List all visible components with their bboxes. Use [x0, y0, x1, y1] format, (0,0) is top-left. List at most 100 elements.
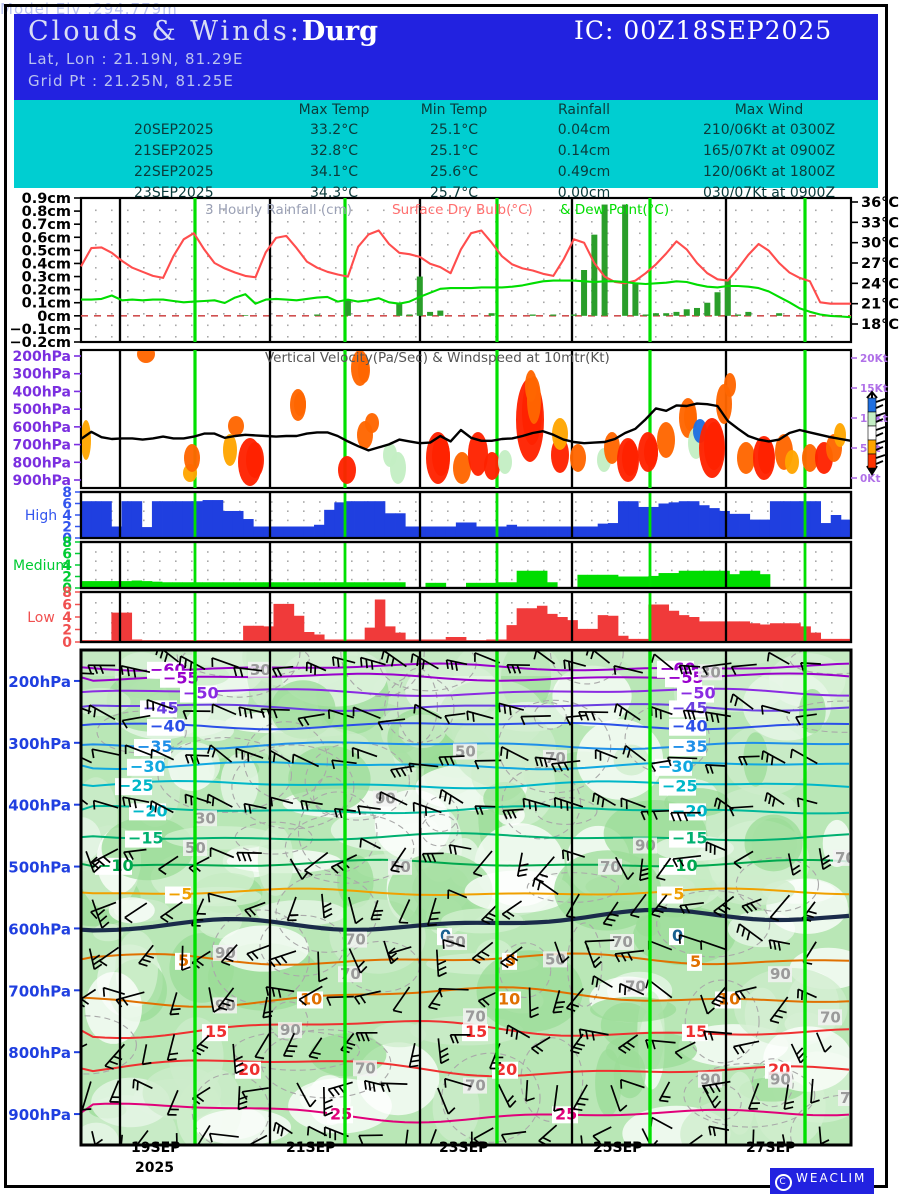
svg-text:70: 70: [465, 1077, 486, 1095]
col-header-min-temp: Min Temp: [420, 102, 488, 118]
pressure-ytick: 300hPa: [8, 735, 71, 753]
svg-text:−10: −10: [662, 856, 698, 875]
svg-text:6: 6: [62, 547, 72, 563]
svg-text:30°C: 30°C: [861, 236, 899, 252]
svg-text:−25: −25: [118, 776, 154, 795]
station-name: Durg: [301, 16, 378, 47]
svg-text:70: 70: [345, 931, 366, 949]
svg-text:70: 70: [465, 1007, 486, 1025]
time-axis-label: 19SEP: [131, 1140, 181, 1156]
rainfall-ytick: −0.1cm: [9, 322, 71, 338]
svg-text:700hPa: 700hPa: [12, 438, 71, 454]
time-axis-label: 23SEP: [439, 1140, 489, 1156]
svg-text:−50: −50: [183, 684, 219, 703]
rainfall-ytick: −0.2cm: [9, 335, 71, 351]
high-cloud-panel-label: High: [25, 508, 57, 524]
svg-text:20Kt: 20Kt: [860, 353, 888, 365]
svg-text:500hPa: 500hPa: [12, 402, 71, 418]
rainfall-ytick: 0.5cm: [22, 243, 71, 259]
svg-text:4: 4: [62, 508, 72, 524]
cell-date: 22SEP2025: [134, 164, 214, 180]
svg-text:90: 90: [215, 944, 236, 962]
svg-text:90: 90: [280, 1021, 301, 1039]
summary-table: Max Temp Min Temp Rainfall Max Wind 20SE…: [14, 100, 878, 201]
svg-text:−55: −55: [668, 668, 704, 687]
svg-text:300hPa: 300hPa: [12, 367, 71, 383]
copyright-icon: C: [775, 1174, 792, 1191]
svg-text:8: 8: [62, 585, 72, 601]
medium-cloud-panel-label: Medium: [13, 558, 69, 574]
svg-text:−40: −40: [150, 717, 186, 736]
svg-text:−30: −30: [658, 757, 694, 776]
svg-text:36°C: 36°C: [861, 195, 899, 211]
svg-text:−55: −55: [163, 669, 199, 688]
svg-text:70: 70: [612, 933, 633, 951]
svg-text:18°C: 18°C: [861, 317, 899, 333]
header-banner: [14, 14, 878, 100]
svg-text:5: 5: [505, 951, 516, 970]
rainfall-ytick: 0.6cm: [22, 230, 71, 246]
high-cloud-panel-bars: [81, 500, 852, 538]
svg-text:10: 10: [718, 989, 740, 1008]
svg-text:−45: −45: [672, 698, 708, 717]
time-axis-label: 25SEP: [593, 1140, 643, 1156]
col-header-rainfall: Rainfall: [557, 102, 611, 118]
table-row: 20SEP2025 33.2°C 25.1°C 0.04cm 210/06Kt …: [14, 122, 878, 142]
cell-max-temp: 33.2°C: [310, 122, 358, 138]
rainfall-ytick: 0.3cm: [22, 270, 71, 286]
svg-text:90: 90: [770, 1071, 791, 1089]
svg-text:600hPa: 600hPa: [12, 420, 71, 436]
svg-text:0: 0: [62, 581, 72, 597]
svg-text:0: 0: [62, 635, 72, 651]
svg-text:90: 90: [770, 965, 791, 983]
rainfall-ytick: 0.8cm: [22, 204, 71, 220]
svg-text:2: 2: [62, 623, 72, 639]
rainfall-ytick: 0.2cm: [22, 283, 71, 299]
rainfall-ytick: 0.4cm: [22, 256, 71, 272]
svg-text:50: 50: [545, 950, 566, 968]
svg-text:70: 70: [600, 858, 621, 876]
svg-text:−15: −15: [672, 829, 708, 848]
cell-max-wind: 120/06Kt at 1800Z: [702, 164, 836, 180]
drybulb-title: Surface Dry Bulb(°C): [392, 202, 533, 218]
cell-max-temp: 34.1°C: [310, 164, 358, 180]
svg-text:27°C: 27°C: [861, 256, 899, 272]
svg-text:0: 0: [672, 926, 683, 945]
cell-date: 21SEP2025: [134, 143, 214, 159]
rainfall-ytick: 0.1cm: [22, 296, 71, 312]
rainfall-ytick: 0.7cm: [22, 217, 71, 233]
svg-text:8: 8: [62, 535, 72, 551]
vertical-velocity-title: Vertical Velocity(Pa/Sec) & Windspeed at…: [265, 350, 610, 366]
cell-rainfall: 0.49cm: [557, 164, 611, 180]
svg-text:25: 25: [330, 1104, 352, 1123]
svg-text:4: 4: [62, 610, 72, 626]
cell-rainfall: 0.14cm: [557, 143, 611, 159]
svg-text:70: 70: [820, 1008, 841, 1026]
pressure-ytick: 500hPa: [8, 859, 71, 877]
svg-text:70: 70: [355, 1059, 376, 1077]
time-axis-year: 2025: [135, 1160, 174, 1176]
svg-text:2: 2: [62, 570, 72, 586]
pressure-ytick: 800hPa: [8, 1044, 71, 1062]
cell-min-temp: 25.1°C: [430, 143, 478, 159]
cell-min-temp: 25.6°C: [430, 164, 478, 180]
rainfall-ytick: 0.9cm: [22, 191, 71, 207]
svg-text:900hPa: 900hPa: [12, 473, 71, 489]
svg-text:33°C: 33°C: [861, 215, 899, 231]
cell-min-temp: 25.1°C: [430, 122, 478, 138]
svg-text:200hPa: 200hPa: [12, 349, 71, 365]
low-cloud-panel-label: Low: [27, 610, 55, 626]
svg-text:5: 5: [690, 952, 701, 971]
table-row: 21SEP2025 32.8°C 25.1°C 0.14cm 165/07Kt …: [14, 143, 878, 163]
medium-cloud-panel-bars: [81, 570, 852, 588]
svg-text:70: 70: [835, 849, 856, 867]
time-axis-label: 27SEP: [746, 1140, 796, 1156]
gridpoint-label: Grid Pt : 21.25N, 81.25E: [28, 72, 234, 90]
svg-text:6: 6: [62, 598, 72, 614]
svg-text:0: 0: [62, 531, 72, 547]
title-prefix: Clouds & Winds:: [28, 16, 302, 47]
init-condition-label: IC: 00Z18SEP2025: [574, 16, 833, 45]
time-axis-label: 21SEP: [286, 1140, 336, 1156]
svg-text:30: 30: [700, 663, 721, 681]
svg-text:−20: −20: [132, 801, 168, 820]
